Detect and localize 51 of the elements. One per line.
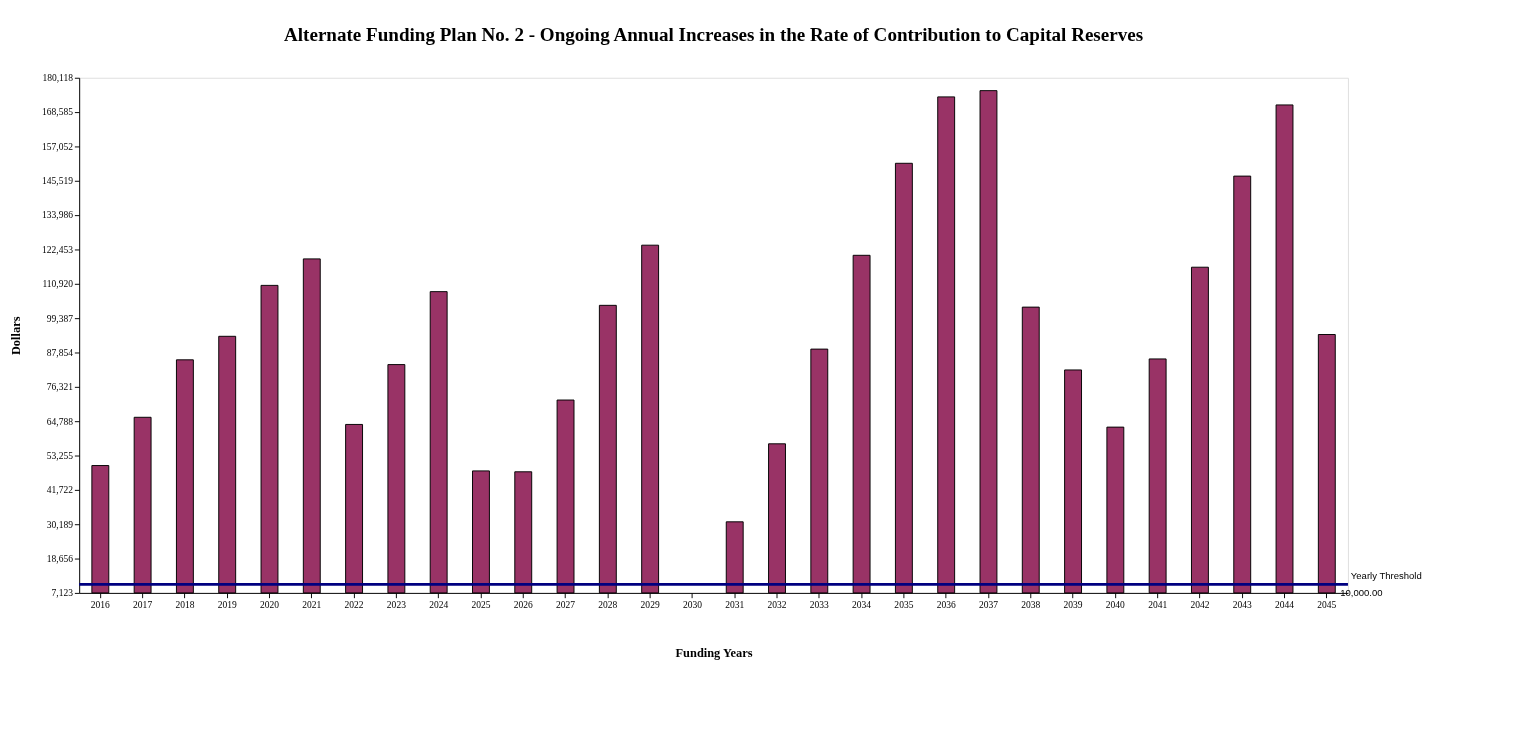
x-tick-label: 2038 bbox=[1021, 599, 1041, 610]
chart-title: Alternate Funding Plan No. 2 - Ongoing Annual Increases in the Rate of Contribution to Capital Reserves bbox=[284, 23, 1144, 45]
y-tick-label: 87,854 bbox=[46, 347, 74, 358]
ref-line-label: Yearly Threshold bbox=[1350, 569, 1422, 581]
x-tick-label: 2023 bbox=[386, 599, 407, 610]
y-tick-label: 122,453 bbox=[42, 244, 74, 255]
x-tick-label: 2033 bbox=[809, 599, 830, 610]
y-tick-label: 53,255 bbox=[46, 450, 74, 461]
y-tick-label: 157,052 bbox=[42, 141, 74, 152]
x-tick-label: 2016 bbox=[90, 599, 111, 610]
x-tick-label: 2037 bbox=[978, 599, 999, 610]
y-tick-label: 41,722 bbox=[46, 485, 74, 496]
x-tick-label: 2018 bbox=[175, 599, 195, 610]
x-tick-label: 2026 bbox=[513, 599, 534, 610]
annotation: 10,000.00 bbox=[1340, 586, 1383, 598]
x-tick-label: 2042 bbox=[1190, 599, 1210, 610]
x-axis-title: Funding Years bbox=[675, 646, 753, 661]
y-tick-label: 110,920 bbox=[42, 279, 74, 290]
x-tick-label: 2019 bbox=[217, 599, 237, 610]
x-tick-label: 2032 bbox=[767, 599, 787, 610]
x-tick-label: 2030 bbox=[682, 599, 703, 610]
x-tick-label: 2036 bbox=[936, 599, 956, 610]
y-tick-label: 180,118 bbox=[42, 73, 74, 84]
y-tick-label: 99,387 bbox=[46, 313, 74, 324]
x-tick-label: 2035 bbox=[894, 599, 914, 610]
x-tick-label: 2031 bbox=[725, 599, 745, 610]
x-tick-label: 2043 bbox=[1232, 599, 1252, 610]
x-tick-label: 2027 bbox=[556, 599, 576, 610]
y-tick-label: 18,656 bbox=[46, 553, 74, 564]
x-tick-label: 2029 bbox=[640, 599, 660, 610]
x-tick-label: 2044 bbox=[1275, 599, 1295, 610]
x-tick-label: 2034 bbox=[852, 599, 872, 610]
y-tick-label: 64,788 bbox=[46, 416, 74, 427]
y-tick-label: 30,189 bbox=[46, 519, 74, 530]
y-tick-label: 7,123 bbox=[51, 588, 74, 599]
y-tick-label: 168,585 bbox=[42, 107, 74, 118]
x-tick-label: 2024 bbox=[429, 599, 449, 610]
x-tick-label: 2022 bbox=[344, 599, 364, 610]
x-tick-label: 2041 bbox=[1148, 599, 1168, 610]
x-tick-label: 2017 bbox=[133, 599, 153, 610]
x-tick-label: 2039 bbox=[1063, 599, 1083, 610]
x-tick-label: 2028 bbox=[598, 599, 618, 610]
y-tick-label: 133,986 bbox=[42, 210, 74, 221]
x-tick-label: 2020 bbox=[259, 599, 280, 610]
y-tick-label: 76,321 bbox=[46, 382, 74, 393]
x-tick-label: 2025 bbox=[471, 599, 491, 610]
x-tick-label: 2040 bbox=[1105, 599, 1126, 610]
x-tick-label: 2045 bbox=[1317, 599, 1337, 610]
x-tick-label: 2021 bbox=[302, 599, 322, 610]
y-axis-title: Dollars bbox=[9, 316, 24, 356]
y-tick-label: 145,519 bbox=[42, 176, 74, 187]
